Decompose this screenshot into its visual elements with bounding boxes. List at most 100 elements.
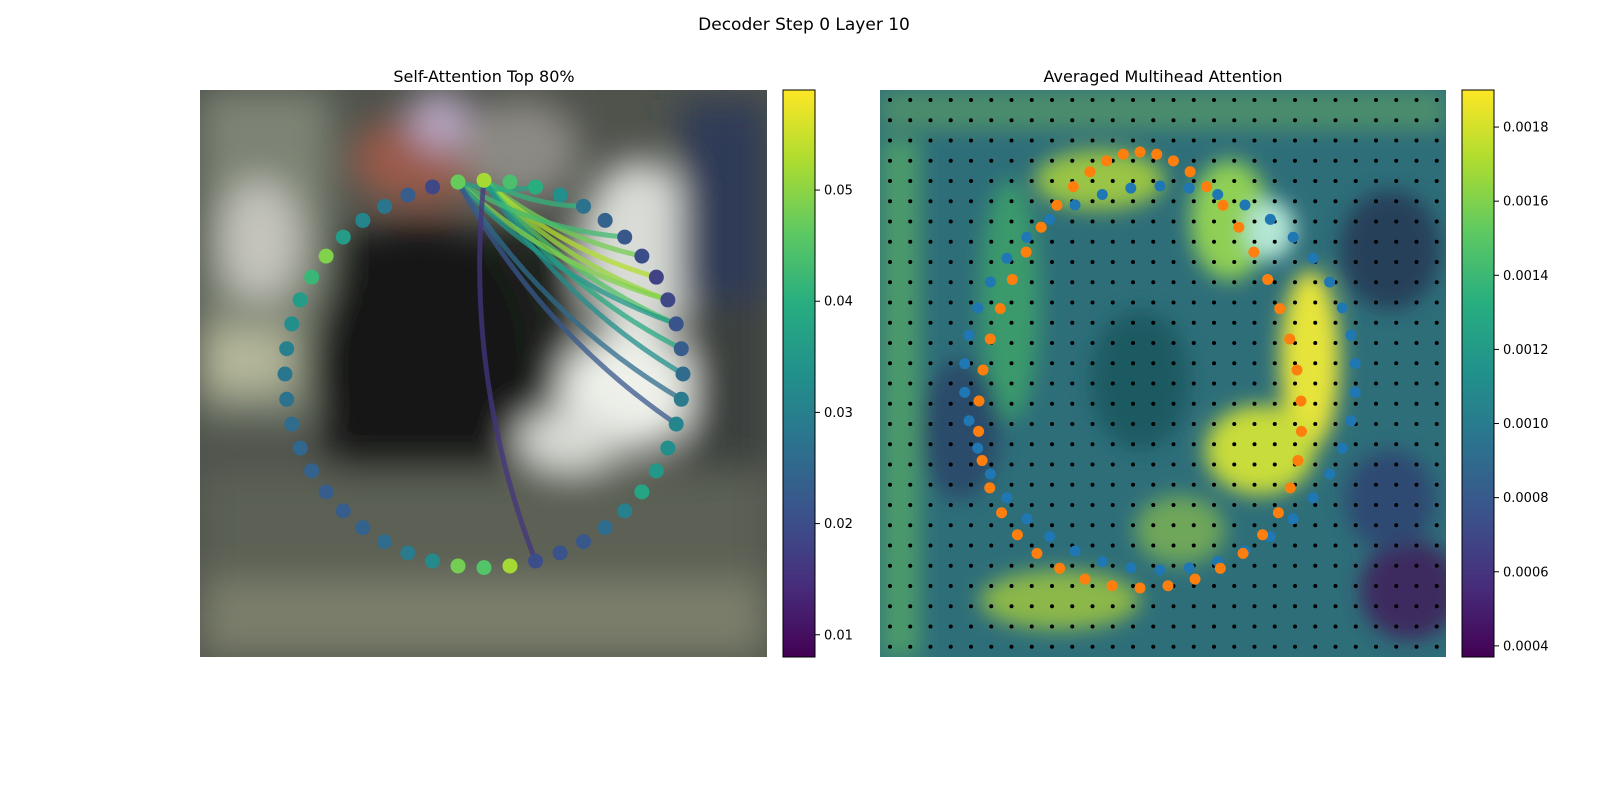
grid-dot <box>1029 401 1034 406</box>
grid-dot <box>928 158 933 163</box>
grid-dot <box>1212 179 1216 183</box>
grid-dot <box>1232 523 1237 528</box>
grid-dot <box>1333 644 1338 649</box>
grid-dot <box>1353 158 1358 163</box>
grid-dot <box>1131 98 1135 102</box>
grid-dot <box>908 158 913 163</box>
grid-dot <box>989 260 994 264</box>
grid-dot <box>989 503 994 507</box>
query-point <box>597 212 613 228</box>
grid-dot <box>908 179 913 183</box>
grid-dot <box>1374 239 1378 244</box>
grid-dot <box>1272 462 1277 467</box>
grid-dot <box>1374 138 1378 143</box>
series-2-point <box>1201 181 1213 193</box>
grid-dot <box>1333 361 1338 366</box>
grid-dot <box>1252 462 1257 467</box>
grid-dot <box>1191 361 1196 366</box>
grid-dot <box>1353 604 1358 609</box>
series-1-point <box>1345 329 1357 341</box>
grid-dot <box>989 422 994 426</box>
grid-dot <box>908 624 913 629</box>
grid-dot <box>1171 543 1176 548</box>
grid-dot <box>1131 158 1135 163</box>
grid-dot <box>1414 503 1419 507</box>
grid-dot <box>928 341 933 345</box>
grid-dot <box>1070 381 1075 386</box>
grid-dot <box>1151 300 1156 305</box>
colorbar-tick-label: 0.01 <box>824 628 853 643</box>
grid-dot <box>1333 138 1338 143</box>
query-point <box>660 440 676 456</box>
colorbar-tick-label: 0.02 <box>824 517 853 532</box>
grid-dot <box>1009 624 1014 629</box>
grid-dot <box>1232 624 1237 629</box>
grid-dot <box>948 280 953 285</box>
grid-dot <box>1333 401 1338 406</box>
grid-dot <box>1232 543 1237 548</box>
grid-dot <box>928 199 933 204</box>
query-point <box>424 553 440 569</box>
grid-dot <box>1131 199 1135 204</box>
grid-dot <box>1374 563 1378 568</box>
colorbar-tick-label: 0.0008 <box>1503 491 1549 506</box>
grid-dot <box>1353 624 1358 629</box>
grid-dot <box>1009 320 1014 325</box>
grid-dot <box>1394 199 1399 204</box>
grid-dot <box>1333 320 1338 325</box>
grid-dot <box>1293 422 1297 426</box>
query-point <box>377 534 392 550</box>
grid-dot <box>1252 604 1257 609</box>
series-1-point <box>1069 545 1081 557</box>
query-point <box>552 187 568 203</box>
grid-dot <box>1191 604 1196 609</box>
query-point <box>284 416 300 432</box>
grid-dot <box>1374 179 1378 183</box>
grid-dot <box>1110 199 1115 204</box>
grid-dot <box>888 503 892 507</box>
grid-dot <box>1272 482 1277 487</box>
grid-dot <box>1232 98 1237 102</box>
grid-dot <box>1313 219 1318 224</box>
grid-dot <box>1212 523 1216 528</box>
grid-dot <box>1050 98 1054 102</box>
grid-dot <box>1050 482 1054 487</box>
grid-dot <box>1252 503 1257 507</box>
grid-dot <box>1191 523 1196 528</box>
series-1-point <box>1154 564 1166 576</box>
grid-dot <box>948 482 953 487</box>
grid-dot <box>1272 138 1277 143</box>
grid-dot <box>1110 361 1115 366</box>
colorbar-tick-label: 0.05 <box>824 184 853 199</box>
grid-dot <box>1252 422 1257 426</box>
grid-dot <box>1434 320 1439 325</box>
grid-dot <box>1414 300 1419 305</box>
grid-dot <box>1029 300 1034 305</box>
grid-dot <box>1050 401 1054 406</box>
grid-dot <box>989 584 994 588</box>
series-1-point <box>1125 562 1137 574</box>
grid-dot <box>1313 361 1318 366</box>
grid-dot <box>1414 199 1419 204</box>
grid-dot <box>948 401 953 406</box>
grid-dot <box>1394 401 1399 406</box>
grid-dot <box>1333 482 1338 487</box>
grid-dot <box>1029 381 1034 386</box>
series-1-point <box>1044 531 1056 543</box>
grid-dot <box>1009 300 1014 305</box>
grid-dot <box>969 482 973 487</box>
grid-dot <box>1171 442 1176 447</box>
grid-dot <box>1029 624 1034 629</box>
grid-dot <box>1293 584 1297 588</box>
series-1-point <box>1239 199 1251 211</box>
grid-dot <box>948 300 953 305</box>
grid-dot <box>1272 401 1277 406</box>
grid-dot <box>1394 138 1399 143</box>
grid-dot <box>1070 644 1075 649</box>
grid-dot <box>989 320 994 325</box>
query-point <box>292 292 308 308</box>
grid-dot <box>1414 523 1419 528</box>
attention-edge <box>481 177 686 377</box>
grid-dot <box>1434 523 1439 528</box>
grid-dot <box>989 118 994 123</box>
